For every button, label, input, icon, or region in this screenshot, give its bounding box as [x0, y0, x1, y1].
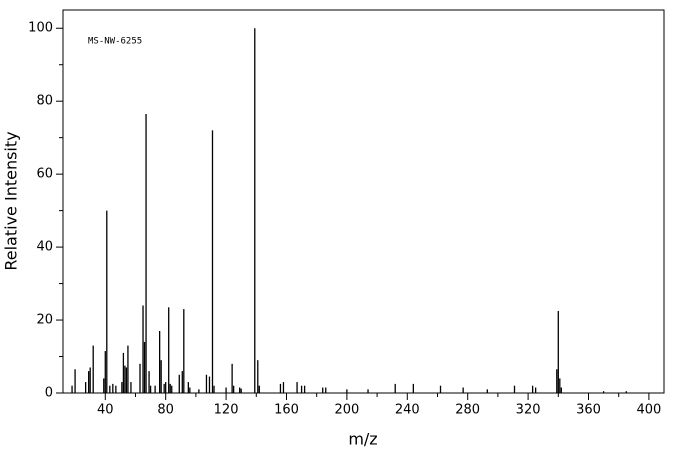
annotation: MS-NW-6255 [88, 37, 142, 47]
x-tick-label: 240 [395, 403, 420, 418]
x-tick-label: 360 [576, 403, 601, 418]
x-tick-label: 120 [214, 403, 239, 418]
x-tick-label: 400 [636, 403, 661, 418]
y-tick-label: 80 [36, 94, 53, 109]
x-axis-label: m/z [348, 430, 377, 449]
x-tick-label: 280 [455, 403, 480, 418]
y-tick-label: 40 [36, 240, 53, 255]
plot-frame [62, 9, 665, 394]
x-tick-label: 40 [97, 403, 114, 418]
y-tick-label: 60 [36, 167, 53, 182]
x-tick-label: 80 [157, 403, 174, 418]
x-tick-label: 320 [516, 403, 541, 418]
y-tick-label: 0 [45, 386, 53, 401]
y-tick-label: 20 [36, 313, 53, 328]
y-axis-label: Relative Intensity [2, 131, 21, 270]
x-tick-label: 200 [334, 403, 359, 418]
y-tick-label: 100 [28, 21, 53, 36]
x-tick-label: 160 [274, 403, 299, 418]
